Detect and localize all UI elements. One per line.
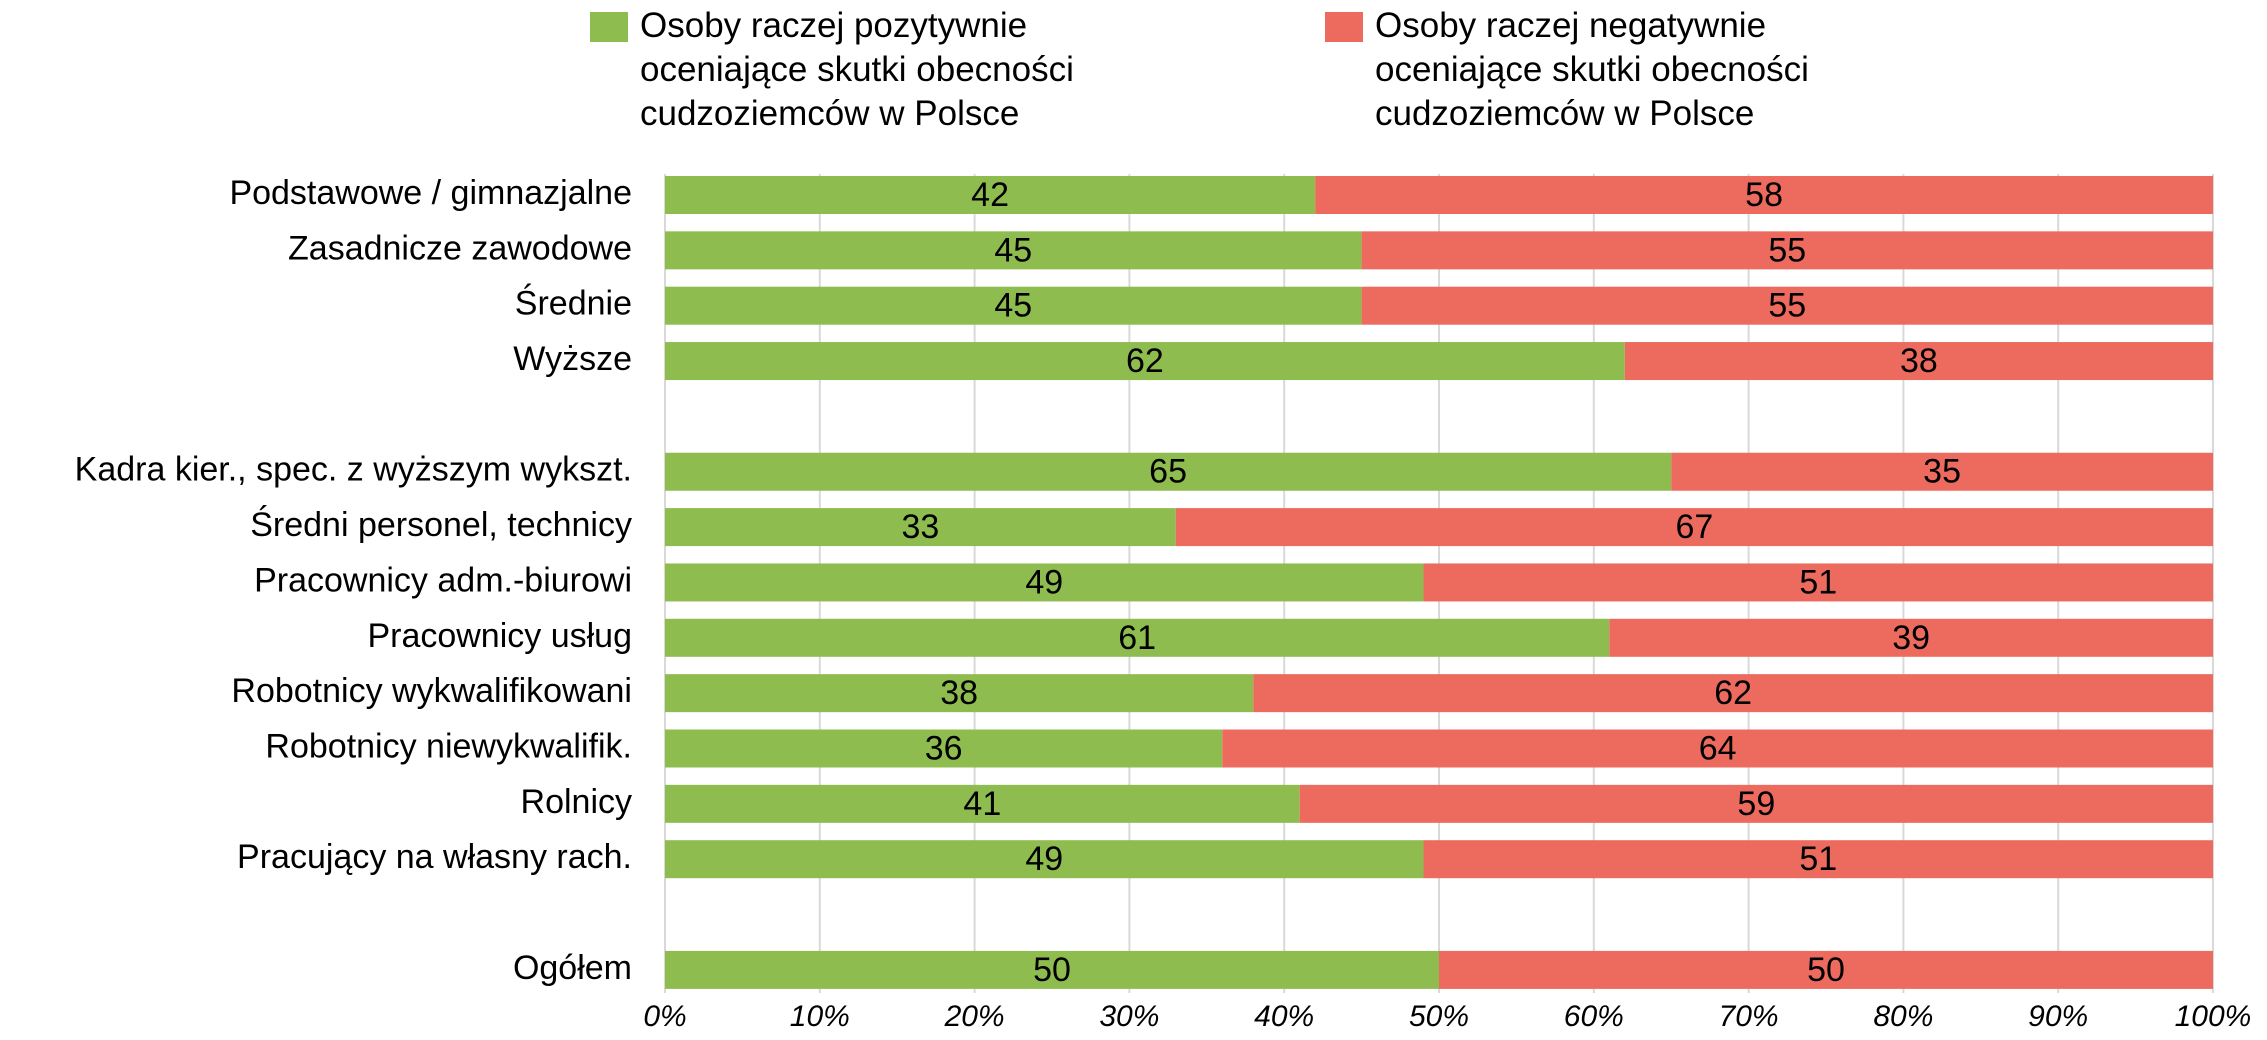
bar-segment (1315, 176, 2213, 214)
bar-segment (665, 231, 1362, 270)
data-label: 49 (1025, 563, 1063, 601)
legend-label: Osoby raczej pozytywnie oceniające skutk… (640, 6, 1074, 133)
legend-swatch (1325, 12, 1363, 42)
bar-segment (1423, 840, 2213, 879)
bar-segment (665, 286, 1362, 325)
data-label: 55 (1768, 287, 1806, 325)
legend-label: Osoby raczej negatywnie oceniające skutk… (1375, 6, 1809, 133)
x-tick-label: 20% (944, 1000, 1005, 1033)
x-tick-label: 60% (1564, 1000, 1624, 1033)
data-label: 62 (1714, 674, 1752, 712)
bar-segment (1253, 674, 2213, 713)
bar-segment (665, 784, 1300, 823)
bar-segment (665, 729, 1223, 768)
data-label: 33 (902, 508, 940, 546)
category-label: Robotnicy niewykwalifik. (265, 727, 632, 765)
data-label: 39 (1892, 619, 1930, 657)
data-label: 36 (925, 729, 963, 767)
data-label: 38 (1900, 342, 1938, 380)
data-label: 49 (1025, 840, 1063, 878)
bar-segment (1361, 231, 2213, 270)
x-tick-label: 10% (790, 1000, 850, 1033)
data-label: 67 (1676, 508, 1714, 546)
data-label: 35 (1923, 453, 1961, 491)
bar-segment (665, 674, 1254, 713)
data-label: 50 (1807, 951, 1845, 989)
bar-segment (1299, 784, 2213, 823)
bar-segment (1175, 508, 2213, 547)
data-label: 51 (1799, 840, 1837, 878)
data-label: 45 (994, 287, 1032, 325)
data-label: 38 (940, 674, 978, 712)
category-label: Rolnicy (521, 783, 632, 821)
bar-segment (1624, 342, 2213, 381)
category-label: Kadra kier., spec. z wyższym wykszt. (75, 451, 632, 489)
data-label: 59 (1737, 785, 1775, 823)
data-label: 61 (1118, 619, 1156, 657)
category-label: Średni personel, technicy (250, 505, 632, 544)
bar-segment (1671, 452, 2213, 491)
category-label: Pracownicy adm.-biurowi (254, 561, 632, 599)
x-tick-label: 100% (2175, 1000, 2252, 1033)
category-label: Podstawowe / gimnazjalne (229, 174, 632, 212)
bar-segment (1222, 729, 2213, 768)
legend-swatch (590, 12, 628, 42)
data-label: 50 (1033, 951, 1071, 989)
bar-segment (665, 950, 1439, 989)
x-tick-label: 40% (1254, 1000, 1314, 1033)
category-label: Pracujący na własny rach. (237, 838, 632, 876)
x-tick-label: 80% (1873, 1000, 1933, 1033)
bar-segment (665, 342, 1625, 381)
x-tick-label: 70% (1719, 1000, 1779, 1033)
x-tick-label: 0% (643, 1000, 686, 1033)
data-label: 65 (1149, 453, 1187, 491)
category-label: Robotnicy wykwalifikowani (231, 672, 632, 710)
x-tick-label: 50% (1409, 1000, 1469, 1033)
category-label: Ogółem (513, 949, 632, 987)
x-tick-label: 30% (1099, 1000, 1159, 1033)
data-label: 64 (1699, 729, 1737, 767)
bar-segment (1439, 950, 2213, 989)
bar-segment (665, 563, 1424, 602)
bar-segment (665, 618, 1610, 657)
bar-segment (665, 176, 1316, 214)
bar-segment (665, 840, 1424, 879)
bar-segment (1361, 286, 2213, 325)
bar-segment (665, 452, 1672, 491)
category-label: Wyższe (513, 340, 632, 378)
category-label: Pracownicy usług (367, 617, 632, 655)
bar-segment (1423, 563, 2213, 602)
data-label: 41 (963, 785, 1001, 823)
bar-segment (1609, 618, 2213, 657)
data-label: 58 (1745, 176, 1783, 214)
bar-segment (665, 508, 1176, 547)
data-label: 62 (1126, 342, 1164, 380)
category-label: Zasadnicze zawodowe (288, 229, 632, 267)
x-tick-label: 90% (2028, 1000, 2088, 1033)
data-label: 55 (1768, 231, 1806, 269)
data-label: 45 (994, 231, 1032, 269)
category-label: Średnie (515, 284, 632, 323)
data-label: 51 (1799, 563, 1837, 601)
data-label: 42 (971, 176, 1009, 214)
